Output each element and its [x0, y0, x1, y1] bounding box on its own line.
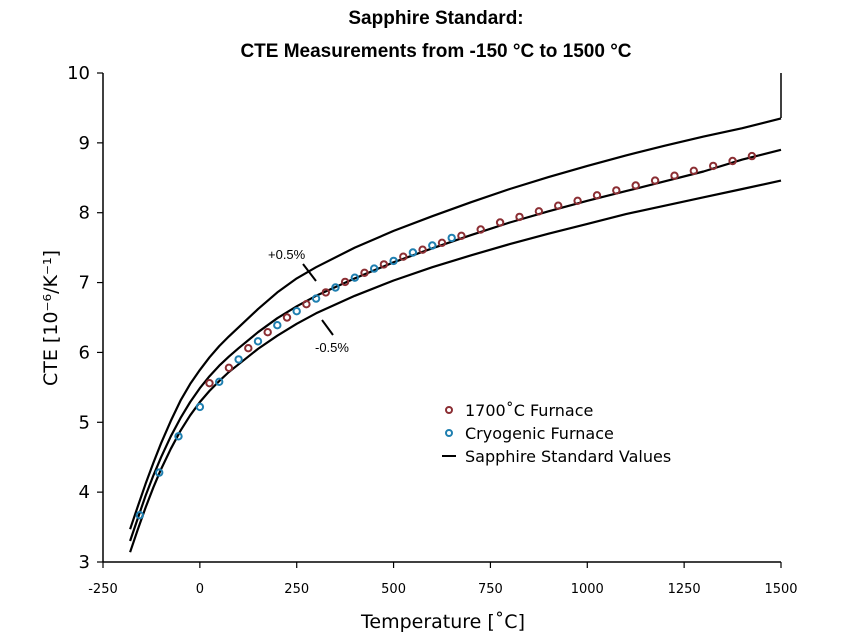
x-tick-label: 1500: [764, 582, 797, 597]
x-tick-label: 0: [196, 582, 204, 597]
data-point-1700c: [321, 288, 330, 297]
annotation-plus-leader: [302, 263, 317, 282]
data-point-1700c: [224, 363, 234, 372]
data-point-1700c: [263, 328, 272, 337]
data-point-1700c: [205, 379, 214, 388]
data-point-1700c: [244, 344, 253, 353]
legend-label-1700c: 1700˚C Furnace: [465, 401, 593, 420]
data-point-1700c: [689, 166, 698, 176]
data-point-cryogenic: [215, 377, 224, 386]
annotation-plus-label: +0.5%: [268, 247, 306, 262]
annotation-minus-leader: [321, 319, 334, 336]
y-ticks: 3 4 5 6 7 8 9 10: [67, 63, 103, 573]
x-axis-label: Temperature [˚C]: [360, 611, 525, 633]
x-tick-label: 750: [478, 582, 503, 597]
y-tick-label: 5: [79, 412, 90, 433]
y-tick-label: 4: [79, 482, 90, 503]
data-point-1700c: [457, 231, 466, 241]
annotation-minus-label: -0.5%: [315, 340, 349, 355]
data-point-cryogenic: [428, 241, 437, 250]
data-point-cryogenic: [234, 355, 243, 364]
legend-label-cryogenic: Cryogenic Furnace: [465, 424, 614, 443]
chart-title: Sapphire Standard:: [348, 8, 523, 29]
y-axis-label: CTE [10⁻⁶/K⁻¹]: [40, 250, 62, 386]
data-point-1700c: [728, 156, 737, 166]
data-point-cryogenic: [370, 264, 379, 273]
data-point-1700c: [515, 212, 524, 222]
legend: 1700˚C Furnace Cryogenic Furnace Sapphir…: [442, 401, 671, 466]
data-point-cryogenic: [174, 432, 183, 441]
y-tick-label: 6: [79, 342, 90, 363]
data-point-cryogenic: [135, 511, 145, 520]
data-point-1700c: [573, 196, 582, 206]
data-point-cryogenic: [311, 294, 321, 303]
x-tick-label: 250: [284, 582, 309, 597]
x-ticks: -250 0 250 500 750 1000 1250 1500: [88, 562, 798, 597]
data-point-cryogenic: [350, 273, 359, 282]
data-point-1700c: [747, 151, 757, 161]
data-point-1700c: [612, 186, 621, 195]
data-point-1700c: [282, 313, 292, 322]
series-line-plus-0-5: [129, 117, 782, 530]
data-point-1700c: [631, 181, 640, 190]
data-point-1700c: [495, 218, 505, 227]
data-point-1700c: [709, 161, 718, 171]
annotation-plus: +0.5%: [268, 247, 317, 282]
x-tick-label: 1250: [668, 582, 701, 597]
data-point-1700c: [554, 201, 563, 210]
data-point-1700c: [476, 225, 485, 234]
legend-marker-1700c: [445, 406, 453, 414]
data-point-1700c: [399, 252, 408, 261]
annotation-minus: -0.5%: [315, 319, 349, 355]
data-point-1700c: [360, 268, 369, 277]
chart-subtitle: CTE Measurements from -150 °C to 1500 °C: [240, 41, 631, 62]
data-point-cryogenic: [155, 468, 164, 477]
data-point-1700c: [302, 300, 311, 309]
data-points: [135, 151, 757, 520]
data-point-1700c: [592, 191, 602, 200]
data-point-1700c: [379, 260, 389, 269]
data-point-1700c: [437, 238, 447, 248]
legend-label-standard: Sapphire Standard Values: [465, 447, 671, 466]
x-tick-label: -250: [88, 582, 118, 597]
curve-lines: [129, 117, 782, 553]
y-tick-label: 7: [79, 273, 90, 294]
y-tick-label: 10: [67, 63, 90, 84]
data-point-1700c: [418, 245, 427, 254]
y-tick-label: 9: [79, 133, 90, 154]
data-point-1700c: [650, 176, 660, 185]
legend-marker-cryogenic: [445, 429, 453, 437]
x-tick-label: 500: [381, 582, 406, 597]
y-tick-label: 3: [79, 552, 90, 573]
data-point-cryogenic: [292, 307, 301, 316]
data-point-cryogenic: [408, 248, 418, 257]
data-point-cryogenic: [253, 337, 263, 346]
data-point-cryogenic: [195, 402, 205, 412]
data-point-1700c: [534, 207, 544, 216]
y-tick-label: 8: [79, 203, 90, 224]
series-line-minus-0-5: [129, 179, 782, 553]
data-point-cryogenic: [331, 283, 340, 292]
data-point-1700c: [340, 277, 350, 287]
data-point-cryogenic: [447, 233, 456, 243]
data-point-1700c: [670, 171, 679, 180]
x-tick-label: 1000: [571, 582, 604, 597]
data-point-cryogenic: [273, 321, 282, 330]
data-point-cryogenic: [389, 256, 398, 266]
